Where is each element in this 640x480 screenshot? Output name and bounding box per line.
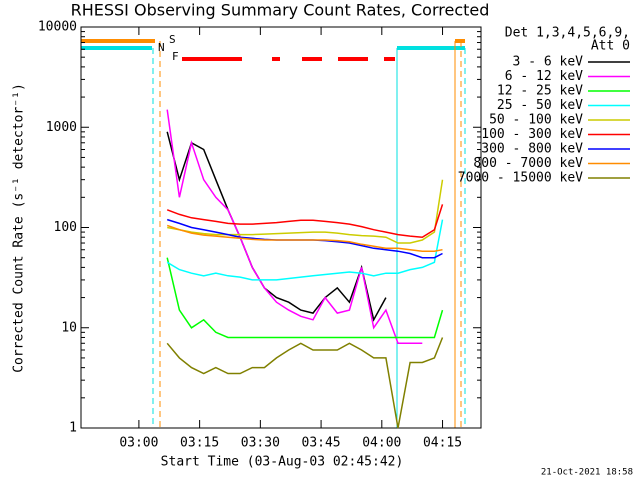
legend-label: 7000 - 15000 keV [458, 171, 583, 186]
legend-label: 300 - 800 keV [481, 142, 583, 157]
series-line [166, 337, 444, 429]
legend-label: 50 - 100 keV [489, 113, 583, 128]
series-line [166, 131, 387, 322]
legend-label: 25 - 50 keV [497, 98, 583, 113]
legend-label: 3 - 6 keV [513, 55, 584, 70]
x-tick-label: 03:00 [119, 436, 158, 451]
x-axis-label: Start Time (03-Aug-03 02:45:42) [161, 455, 404, 470]
status-flag: N [158, 41, 165, 54]
series-line [166, 219, 444, 281]
x-tick-label: 03:30 [241, 436, 280, 451]
y-tick-label: 10000 [38, 20, 77, 35]
y-tick-label: 10 [61, 320, 77, 335]
legend-label: 12 - 25 keV [497, 84, 583, 99]
series-line [166, 224, 443, 252]
series-line [167, 179, 444, 244]
y-tick-label: 100 [54, 220, 77, 235]
chart-title: RHESSI Observing Summary Count Rates, Co… [71, 1, 490, 20]
status-bars [80, 39, 466, 428]
legend-title: Det 1,3,4,5,6,9, [505, 26, 630, 41]
y-tick-label: 1 [69, 421, 77, 436]
x-tick-label: 03:15 [180, 436, 219, 451]
y-axis-label: Corrected Count Rate (s⁻¹ detector⁻¹) [12, 83, 27, 373]
legend-label: 100 - 300 keV [481, 127, 583, 142]
legend-label: 800 - 7000 keV [473, 156, 583, 171]
y-tick-label: 1000 [46, 120, 77, 135]
status-flag: F [172, 50, 179, 63]
legend-label: 6 - 12 keV [505, 69, 583, 84]
series-line [166, 109, 423, 345]
series-line [166, 204, 444, 238]
x-tick-label: 04:00 [362, 436, 401, 451]
plot-lines [166, 109, 444, 429]
footer: 21-Oct-2021 18:58 [541, 468, 633, 478]
x-tick-label: 03:45 [302, 436, 341, 451]
legend-title: Att 0 [591, 39, 630, 54]
status-flag: S [169, 33, 176, 46]
series-line [166, 257, 444, 339]
x-tick-label: 04:15 [423, 436, 462, 451]
